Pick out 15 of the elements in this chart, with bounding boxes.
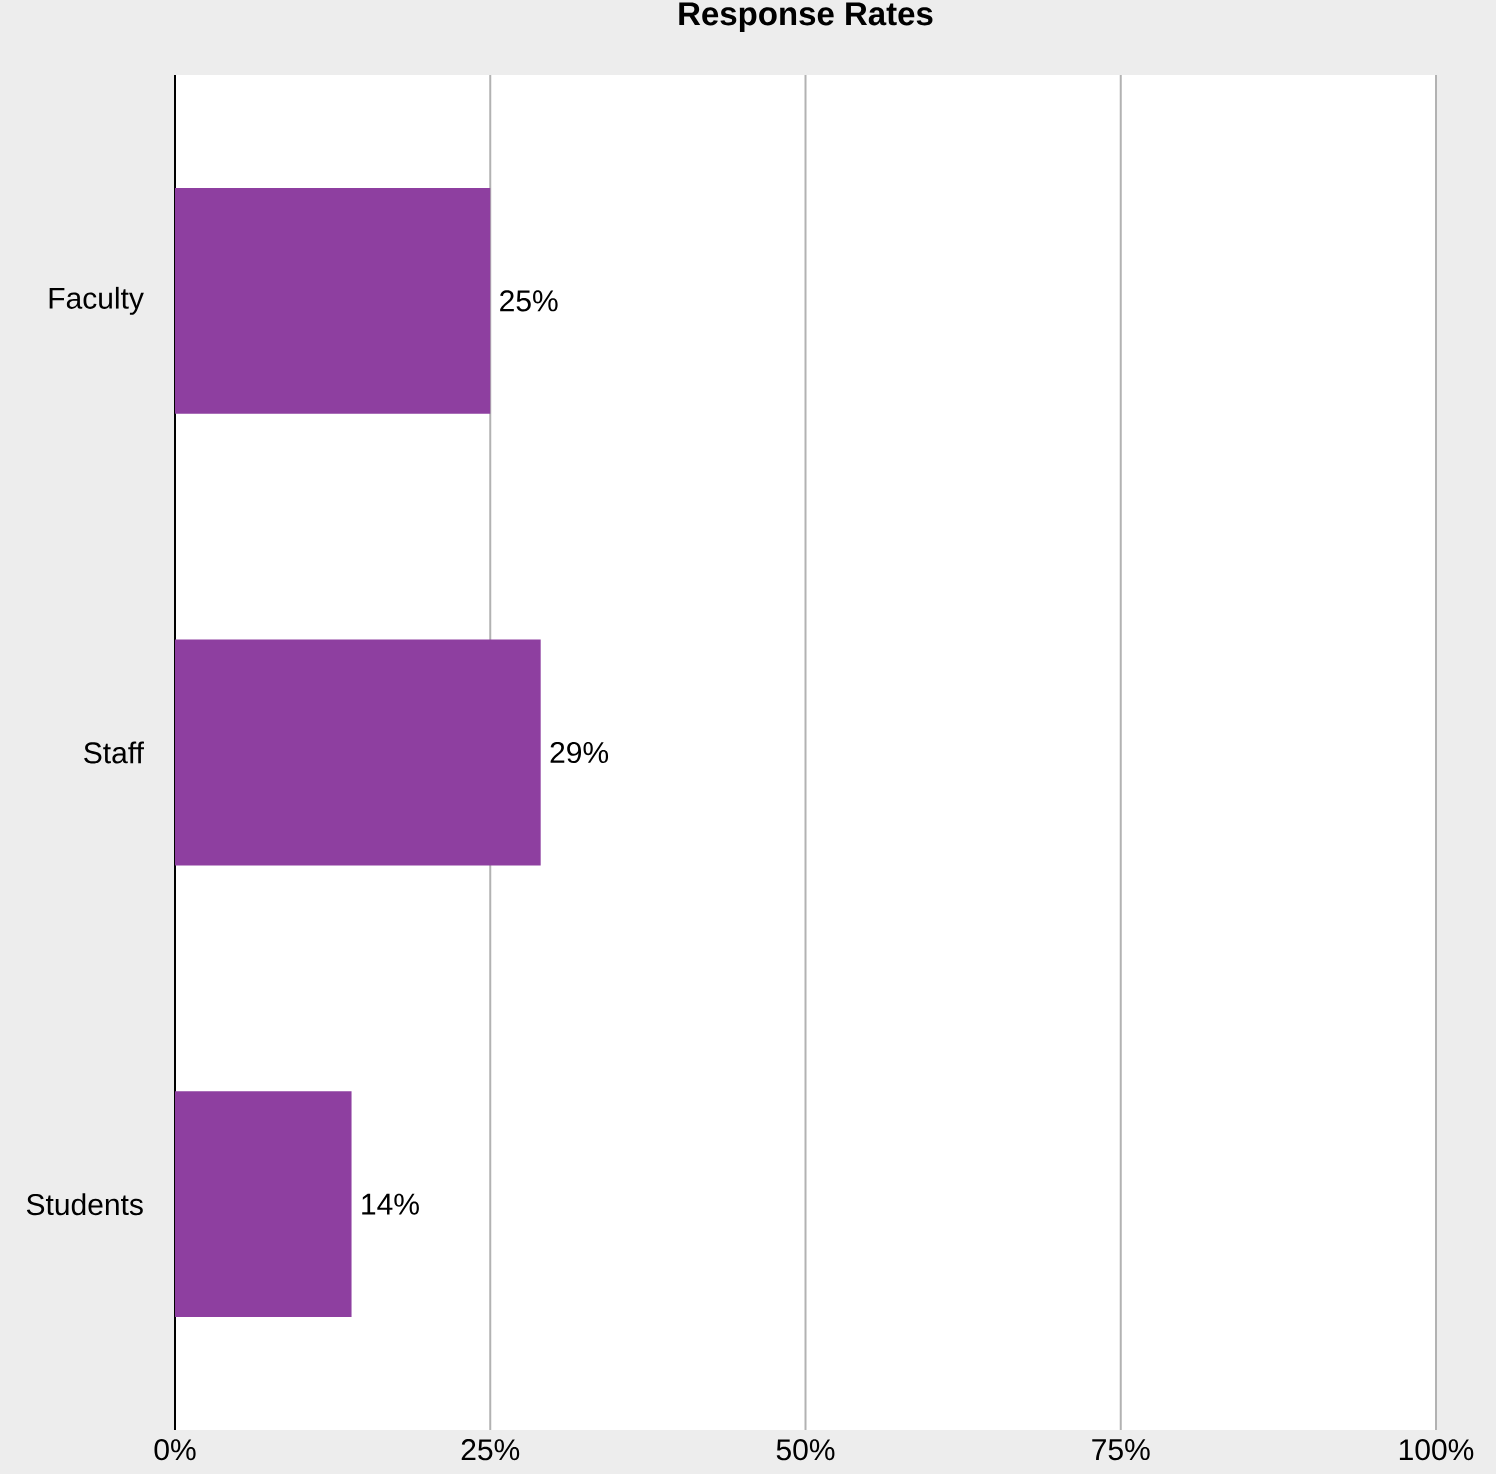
chart-title: Response Rates [679, 2, 933, 32]
x-tick-label: 25% [461, 1439, 520, 1461]
x-tick-label: 75% [1092, 1439, 1150, 1461]
data-label: 25% [500, 290, 558, 312]
data-label: 14% [362, 1193, 419, 1215]
bar [175, 1091, 352, 1318]
bar [175, 639, 541, 866]
y-tick-label: Faculty [49, 286, 144, 315]
x-tick-label: 0% [154, 1439, 196, 1461]
x-tick-label: 100% [1399, 1439, 1474, 1461]
y-tick-label: Staff [84, 741, 144, 764]
x-tick-label: 50% [776, 1439, 835, 1461]
data-label: 29% [550, 741, 609, 764]
y-tick-label: Students [26, 1193, 143, 1216]
bar [175, 187, 491, 414]
